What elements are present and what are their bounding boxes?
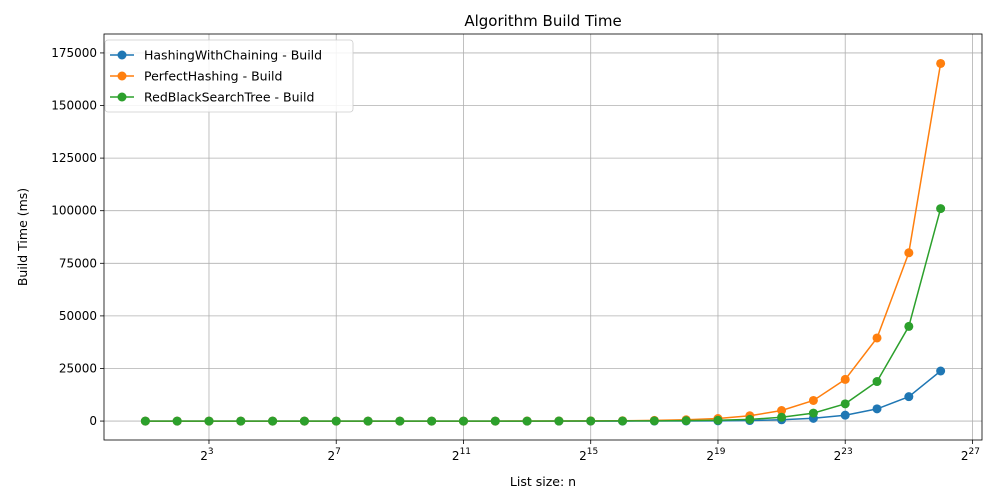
legend-box [104,39,354,113]
legend-swatch-marker [117,92,127,102]
y-tick-label: 75000 [59,256,97,270]
legend-label: PerfectHashing - Build [144,69,282,84]
data-point [268,416,278,426]
series-line [145,63,942,422]
plot-frame [103,33,983,441]
x-tick-label: 219 [706,447,725,463]
data-point [904,392,914,402]
data-point [140,416,150,426]
data-point [363,416,373,426]
y-tick-label: 50000 [59,309,97,323]
chart-title: Algorithm Build Time [464,12,621,30]
data-point [840,399,850,409]
data-point [745,414,755,424]
data-point [299,416,309,426]
series-0 [140,366,946,426]
data-point [490,416,500,426]
series-line [145,208,942,422]
x-tick-label: 23 [200,447,213,463]
data-point [904,321,914,331]
data-point [554,416,564,426]
series-2 [140,204,946,426]
data-point [427,416,437,426]
x-tick-label: 215 [579,447,598,463]
x-axis: 23 27 211 215 219 223 227 [200,440,980,463]
data-point [840,410,850,420]
data-point [586,416,596,426]
data-point [395,416,405,426]
x-tick-label: 27 [328,447,341,463]
series-1 [140,58,946,426]
legend: HashingWithChaining - Build PerfectHashin… [104,39,354,113]
data-point [936,204,946,214]
y-tick-label: 125000 [51,151,97,165]
data-point [458,416,468,426]
data-point [172,416,182,426]
legend-label: RedBlackSearchTree - Build [144,90,314,105]
y-tick-label: 0 [89,414,97,428]
grid [104,34,982,440]
y-axis-label: Build Time (ms) [15,188,30,286]
data-point [840,374,850,384]
legend-swatch-marker [117,50,127,60]
y-tick-label: 150000 [51,99,97,113]
data-point [204,416,214,426]
data-point [713,415,723,425]
data-point [808,408,818,418]
data-point [236,416,246,426]
data-point [872,404,882,414]
x-axis-label: List size: n [510,474,576,489]
data-point [872,333,882,343]
legend-swatch-marker [117,71,127,81]
data-point [618,416,628,426]
data-point [936,58,946,68]
x-tick-label: 223 [834,447,853,463]
data-point [777,406,787,416]
data-point [904,248,914,258]
data-point [331,416,341,426]
y-tick-label: 175000 [51,46,97,60]
y-tick-label: 100000 [51,204,97,218]
x-tick-label: 227 [961,447,980,463]
data-point [936,366,946,376]
data-point [681,416,691,426]
series-layer [140,58,946,426]
data-point [777,412,787,422]
data-point [522,416,532,426]
legend-label: HashingWithChaining - Build [144,48,322,63]
y-tick-label: 25000 [59,361,97,375]
data-point [808,395,818,405]
x-tick-label: 211 [452,447,471,463]
data-point [872,377,882,387]
y-axis: 0 25000 50000 75000 100000 125000 150000 175000 [51,46,104,428]
data-point [649,416,659,426]
